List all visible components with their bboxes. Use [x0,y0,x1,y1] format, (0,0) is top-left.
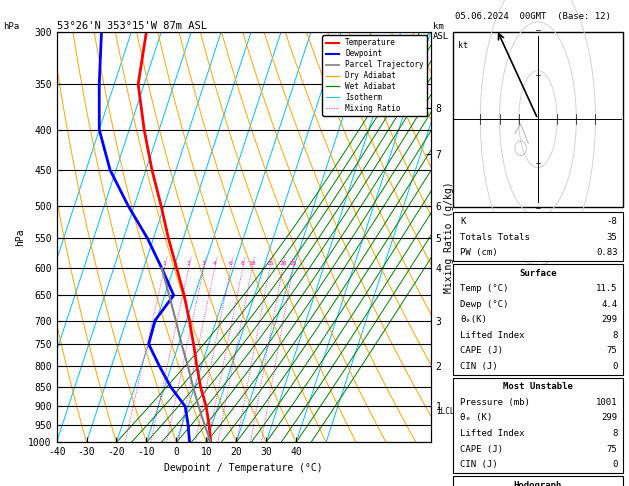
Text: -8: -8 [607,217,618,226]
Y-axis label: Mixing Ratio (g/kg): Mixing Ratio (g/kg) [444,181,454,293]
Text: 299: 299 [601,315,618,324]
Text: 1LCL: 1LCL [437,407,455,417]
Bar [452,32,623,207]
Text: hPa: hPa [3,22,19,31]
Text: 75: 75 [607,445,618,453]
Text: 6: 6 [229,260,233,265]
Text: Totals Totals: Totals Totals [460,233,530,242]
Text: 05.06.2024  00GMT  (Base: 12): 05.06.2024 00GMT (Base: 12) [455,12,611,21]
X-axis label: Dewpoint / Temperature (°C): Dewpoint / Temperature (°C) [164,463,323,473]
Bar [452,476,623,486]
Text: 4: 4 [213,260,216,265]
Text: 1: 1 [163,260,167,265]
Bar [452,212,623,261]
Text: Hodograph: Hodograph [514,481,562,486]
Text: km
ASL: km ASL [433,22,449,40]
Text: 4.4: 4.4 [601,300,618,309]
Text: 15: 15 [266,260,274,265]
Text: θₑ (K): θₑ (K) [460,414,493,422]
Text: 8: 8 [612,331,618,340]
Bar [452,378,623,473]
Text: Lifted Index: Lifted Index [460,429,525,438]
Text: 0: 0 [612,460,618,469]
Text: 0.83: 0.83 [596,248,618,257]
Text: kt: kt [459,41,468,51]
Text: 1001: 1001 [596,398,618,407]
Text: 11.5: 11.5 [596,284,618,293]
Text: Pressure (mb): Pressure (mb) [460,398,530,407]
Text: θₑ(K): θₑ(K) [460,315,487,324]
Text: 3: 3 [202,260,206,265]
Text: 53°26'N 353°15'W 87m ASL: 53°26'N 353°15'W 87m ASL [57,21,206,31]
Text: 8: 8 [241,260,245,265]
Y-axis label: hPa: hPa [16,228,25,246]
Text: Most Unstable: Most Unstable [503,382,573,391]
Text: Temp (°C): Temp (°C) [460,284,509,293]
Text: Surface: Surface [519,269,557,278]
Text: 8: 8 [612,429,618,438]
Text: 20: 20 [279,260,287,265]
Bar [452,264,623,375]
Text: CAPE (J): CAPE (J) [460,445,503,453]
Text: 10: 10 [248,260,256,265]
Text: 35: 35 [607,233,618,242]
Text: 0: 0 [612,362,618,371]
Legend: Temperature, Dewpoint, Parcel Trajectory, Dry Adiabat, Wet Adiabat, Isotherm, Mi: Temperature, Dewpoint, Parcel Trajectory… [323,35,427,116]
Text: 299: 299 [601,414,618,422]
Text: Lifted Index: Lifted Index [460,331,525,340]
Text: K: K [460,217,465,226]
Text: Dewp (°C): Dewp (°C) [460,300,509,309]
Text: CIN (J): CIN (J) [460,362,498,371]
Text: CAPE (J): CAPE (J) [460,347,503,355]
Text: CIN (J): CIN (J) [460,460,498,469]
Text: 75: 75 [607,347,618,355]
Text: PW (cm): PW (cm) [460,248,498,257]
Text: 2: 2 [187,260,191,265]
Text: 25: 25 [289,260,297,265]
